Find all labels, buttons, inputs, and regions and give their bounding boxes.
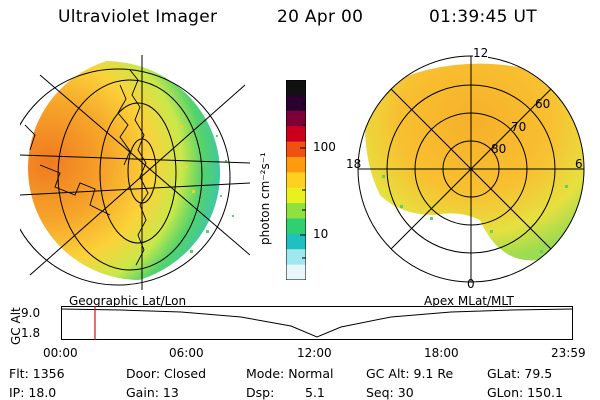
altitude-xtick-4: 23:59 [551,346,586,360]
colorbar-segment [286,203,306,219]
colorbar-segment [286,156,306,173]
polar-map [357,55,585,283]
altitude-ytick-9: 9.0 [21,306,41,320]
colorbar-tick-100: 100 [313,140,336,154]
colorbar-unit-label: photon cm⁻²s⁻¹ [258,152,272,245]
colorbar-segment [286,80,306,96]
polar-aurora [365,63,584,261]
colorbar-segment [286,264,306,280]
colorbar-segment [286,218,306,235]
flight-number: Flt: 1356 [9,366,65,381]
colorbar [286,80,306,280]
dsp-value: 5.1 [305,385,325,400]
lat-label-70: 70 [511,120,527,134]
mlt-label-18: 18 [346,157,362,171]
geo-earth-disk [28,56,250,280]
lat-label-80: 80 [491,142,507,156]
time-label: 01:39:45 UT [429,7,537,27]
mlt-label-12: 12 [473,46,489,60]
altitude-xtick-0: 00:00 [43,346,78,360]
mode-value: Mode: Normal [246,366,334,381]
colorbar-segment [286,233,306,250]
polar-map-label: Apex MLat/MLT [424,294,514,308]
gc-altitude: GC Alt: 9.1 Re [366,366,454,381]
altitude-xtick-3: 18:00 [424,346,459,360]
geographic-map [20,55,250,290]
door-status: Door: Closed [126,366,207,381]
colorbar-segment [286,95,306,112]
colorbar-segment [286,187,306,204]
date-label: 20 Apr 00 [277,7,364,27]
ip-value: IP: 18.0 [9,385,57,400]
colorbar-segment [286,172,306,189]
geo-coastlines [24,69,149,266]
altitude-xtick-2: 12:00 [297,346,332,360]
colorbar-segment [286,126,306,143]
instrument-title: Ultraviolet Imager [58,7,218,27]
polar-grid [357,55,585,283]
dsp-label: Dsp: [246,385,275,400]
geo-latitude: GLat: 79.5 [487,366,553,381]
altitude-plot [61,306,574,340]
colorbar-segment [286,110,306,127]
lat-label-60: 60 [535,97,551,111]
geo-map-label: Geographic Lat/Lon [69,294,187,308]
gain-value: Gain: 13 [126,385,179,400]
geo-longitude: GLon: 150.1 [487,385,563,400]
colorbar-tick-10: 10 [313,227,329,241]
mlt-label-0: 0 [467,277,475,291]
altitude-xtick-1: 06:00 [169,346,204,360]
colorbar-segment [286,249,306,266]
colorbar-segment [286,141,306,158]
sequence-number: Seq: 30 [366,385,414,400]
altitude-ytick-1.8: 1.8 [21,326,41,340]
mlt-label-6: 6 [575,157,583,171]
